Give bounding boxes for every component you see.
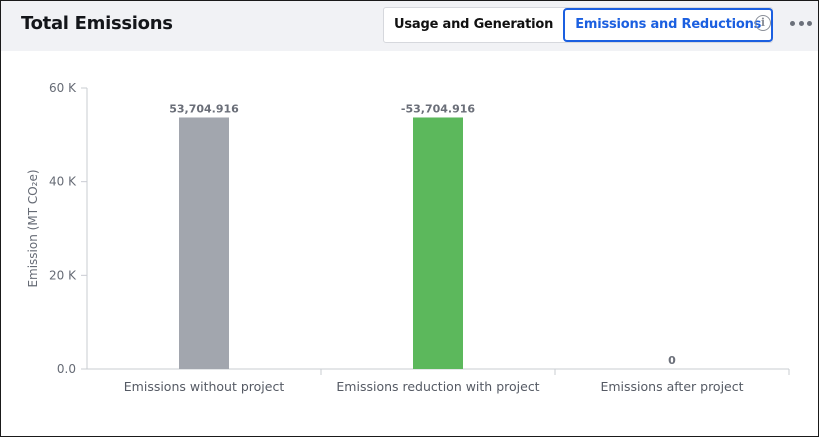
y-axis-title: Emission (MT CO₂e) [26,169,40,287]
bar-1 [179,117,229,369]
bar-2 [413,117,463,369]
x-category-label: Emissions without project [124,379,285,394]
panel-header: Total Emissions Usage and Generation Emi… [1,1,818,51]
y-tick-label: 60 K [49,81,77,95]
emissions-bar-chart: 0.0 20 K 40 K 60 K Emission (MT CO₂e) 53,704.… [26,81,790,394]
y-tick-label: 20 K [49,268,77,282]
view-toggle: Usage and Generation Emissions and Reduc… [383,7,774,43]
x-category-label: Emissions after project [600,379,743,394]
more-options-icon[interactable] [790,21,812,27]
x-category-label: Emissions reduction with project [336,379,539,394]
y-tick-label: 0.0 [57,362,76,376]
tab-emissions-and-reductions[interactable]: Emissions and Reductions [563,8,774,42]
panel-title: Total Emissions [21,13,173,34]
info-icon[interactable]: i [755,15,771,31]
data-label: 0 [668,354,676,367]
data-label: 53,704.916 [169,102,239,115]
y-tick-label: 40 K [49,175,77,189]
data-label: -53,704.916 [401,102,475,115]
tab-usage-and-generation[interactable]: Usage and Generation [394,17,554,32]
